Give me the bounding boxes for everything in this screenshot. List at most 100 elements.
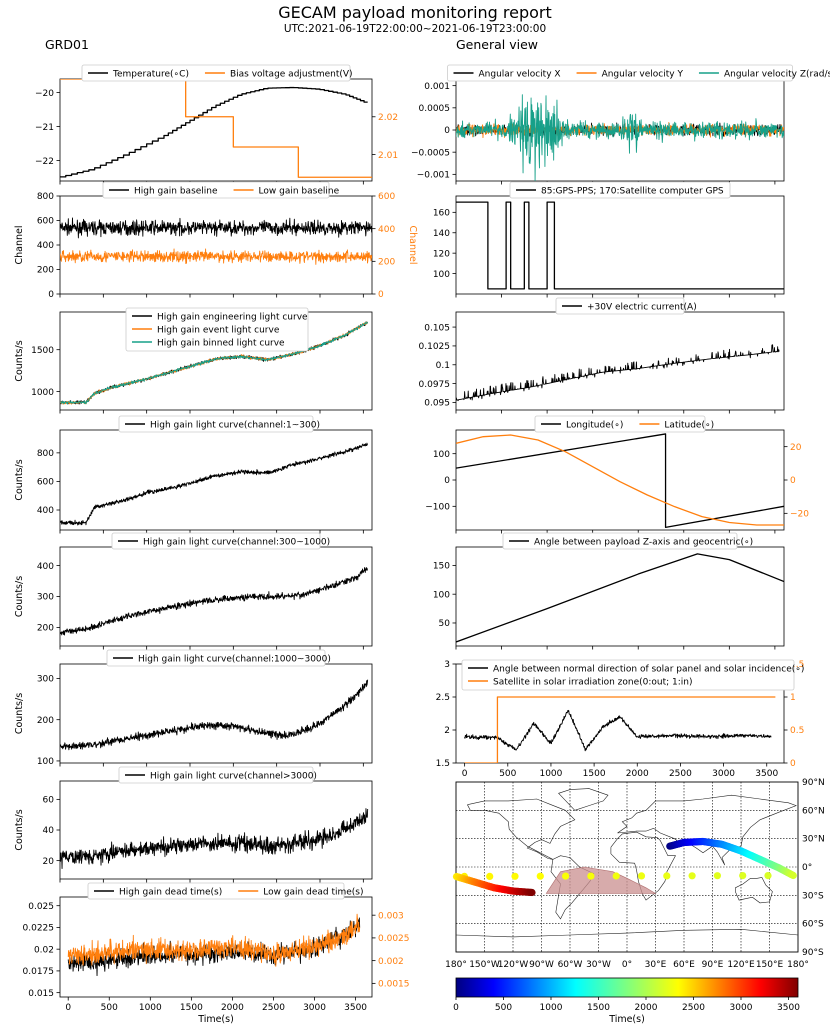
colorbar-label: Time(s) [608,1014,645,1025]
plot-frame [59,780,373,880]
series-line-0 [456,201,784,290]
x-tick-label: 1000 [539,769,562,779]
map-y-tick-label: 30°S [802,891,824,901]
series-group [60,679,369,751]
y-tick-label: 0.025 [28,902,54,912]
legend-box [118,415,314,433]
track-point [663,872,671,880]
series-line-0 [60,808,369,869]
track-point [637,872,646,880]
y-tick-label: 50 [439,619,451,629]
x-tick-label: 2500 [262,1003,285,1013]
y2-tick-label: 0 [378,290,384,300]
y-tick-label: 1500 [31,346,54,356]
right-column-title: General view [456,37,538,52]
panel-gps: 100 120 140 160 85:GPS-PPS; 170:Satellite co… [433,181,785,298]
map-y-tick-label: 90°N [802,778,825,788]
x-tick-label: 500 [499,769,516,779]
y-tick-label: 1000 [31,388,54,398]
x-tick-label: 3500 [755,769,778,779]
legend: High gain light curve(channel>3000) [118,766,317,784]
y-tick-label: 100 [433,450,450,460]
y-tick-label: −0.001 [417,171,450,181]
y-tick-label: −21 [35,123,54,133]
legend-label: Angle between payload Z-axis and geocent… [534,537,753,547]
legend-label: High gain light curve(channel>3000) [150,771,317,781]
coastline-4 [734,877,773,904]
y-axis-label: Channel [14,225,25,264]
y-tick-label: 100 [433,590,450,600]
legend: High gain engineering light curve High ga… [125,307,309,352]
series-group [60,321,369,405]
y-tick-label: 40 [43,826,55,836]
map-x-tick-label: 90°E [702,960,724,970]
y-tick-label: 600 [37,217,54,227]
y-tick-label: 400 [37,241,54,251]
panel-current: 0.095 0.0975 0.1 0.1025 0.105 +30V electric c… [419,297,785,414]
y-tick-label: 200 [37,266,54,276]
series-line-0 [60,442,368,526]
y-tick-label: 0.0975 [419,380,451,390]
series-line-0 [60,86,368,178]
track-point [562,872,570,880]
plot-frame [59,546,373,647]
legend-label: Longitude(∘) [566,420,623,430]
map-x-tick-label: 120°E [727,960,755,970]
x-tick-label: 500 [101,1003,118,1013]
y2-axis-label: Channel [407,225,418,264]
legend-box [555,297,685,315]
y2-tick-label: 20 [790,443,802,453]
legend-label: Low gain baseline [259,186,340,196]
legend-label: Low gain dead time(s) [263,887,363,897]
series-group [456,344,780,402]
series-line-2 [456,94,784,181]
legend: Angular velocity X Angular velocity Y Angu… [447,64,830,82]
series-group [456,94,784,181]
map-y-tick-label: 90°S [802,948,824,958]
legend-label: High gain event light curve [157,325,280,335]
y-tick-label: 60 [43,796,55,806]
map-x-tick-label: 60°W [558,960,583,970]
y-tick-label: 160 [433,209,450,219]
track-point [789,871,797,880]
legend: 85:GPS-PPS; 170:Satellite computer GPS [509,181,731,199]
y2-tick-label: 2.02 [378,113,398,123]
legend: +30V electric current(A) [555,297,697,315]
panel-lonlat: −100 0 100 −20 0 20 Longitude(∘) Latitude(∘) [425,415,809,534]
legend: High gain light curve(channel:1000~3000) [106,649,331,667]
y-tick-label: 300 [37,593,54,603]
legend: High gain light curve(channel:1~300) [118,415,320,433]
y-tick-label: 0.015 [28,989,54,999]
map-x-tick-label: 180° [445,960,467,970]
panel-solar: 0 500 1000 1500 2000 2500 3000 3500 1.5 2 2.5 3 0 0.5… [436,659,804,779]
colorbar-tick-label: 2500 [682,1003,705,1013]
y-tick-label: 1.5 [436,759,450,769]
legend-label: High gain light curve(channel:300~1000) [143,537,330,547]
series-line-1 [67,913,361,967]
series-line-0 [456,344,780,402]
y-tick-label: −22 [35,157,54,167]
map-x-tick-label: 150°E [756,960,784,970]
y-tick-label: −20 [35,89,54,99]
y2-tick-label: 0 [790,759,796,769]
map-x-tick-label: 90°W [529,960,554,970]
legend: Longitude(∘) Latitude(∘) [534,415,714,433]
legend-label: Angular velocity X [479,69,561,79]
x-tick-label: 1000 [139,1003,162,1013]
map-x-tick-label: 150°W [469,960,500,970]
series-line-0 [60,679,369,751]
y-tick-label: 0.105 [424,323,450,333]
map-x-tick-label: 120°W [498,960,529,970]
legend-label: High gain engineering light curve [157,312,308,322]
plot-frame [59,78,373,182]
series-group [456,201,784,290]
series-line-1 [464,696,776,763]
y2-tick-label: 2.01 [378,151,398,161]
map-x-tick-label: 60°E [673,960,695,970]
map-y-tick-label: 60°N [802,806,825,816]
map-x-tick-label: 180° [787,960,809,970]
series-group [60,217,372,265]
series-line-1 [456,434,784,526]
legend: Angle between normal direction of solar … [461,659,804,691]
